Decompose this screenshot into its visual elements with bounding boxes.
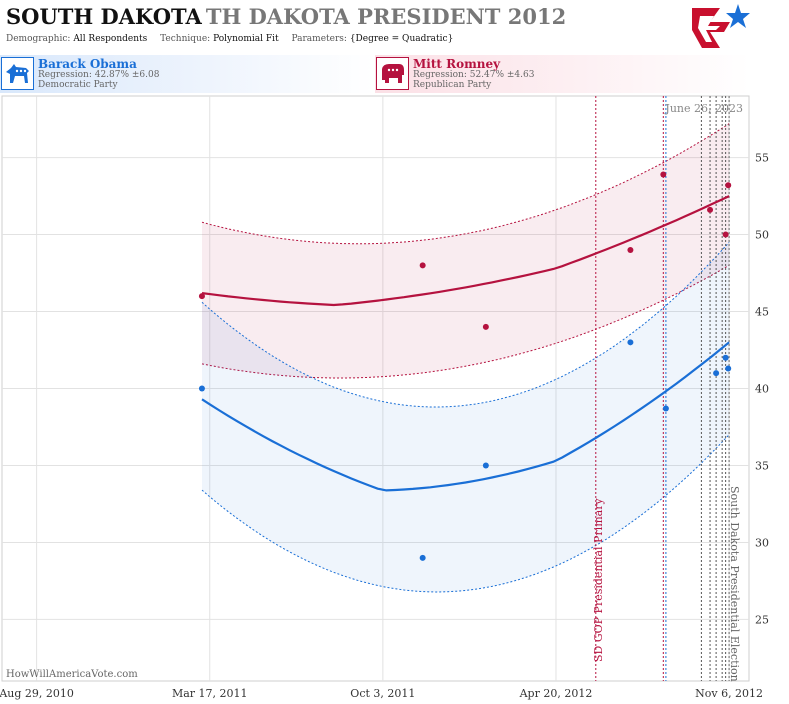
x-tick-label: Apr 20, 2012 [519,687,593,700]
y-tick-label: 35 [755,459,769,472]
rep-regression: Regression: 52.47% ±4.63 [413,70,535,80]
grid-lines [2,96,749,681]
elephant-icon [376,57,409,90]
dem-candidate-name: Barack Obama [38,57,137,71]
parameters-label: Parameters: [291,34,347,44]
y-tick-label: 40 [755,383,769,396]
rep-confidence-band [202,123,730,378]
rep-poll-point [627,246,634,253]
event-label: South Dakota Presidential Election [728,486,741,682]
dem-band-upper-line [201,241,730,408]
site-logo[interactable] [690,2,750,50]
y-tick-label: 25 [755,613,769,626]
x-tick-label: Nov 6, 2012 [695,687,763,700]
title-state: SOUTH DAKOTA [6,4,202,29]
event-label: SD GOP Presidential Primary [592,498,605,662]
chart-parameters: Demographic: All Respondents Technique: … [6,34,453,44]
rep-trend-line [201,195,730,307]
dem-poll-points [198,339,732,561]
title-race: TH DAKOTA PRESIDENT 2012 [205,4,567,29]
logo-white-stripe [698,16,720,42]
rep-poll-point [419,262,426,269]
dem-poll-point [725,365,732,372]
x-tick-label: Aug 29, 2010 [0,687,74,700]
rep-band-lower-line [201,264,730,379]
candidate-rep: Mitt Romney Regression: 52.47% ±4.63 Rep… [375,55,750,93]
dem-poll-point [722,354,729,361]
logo-star [726,4,750,28]
dem-poll-point [419,554,426,561]
dem-party: Democratic Party [38,80,118,90]
candidate-dem: Barack Obama Regression: 42.87% ±6.08 De… [0,55,375,93]
dem-poll-point [662,405,669,412]
dem-poll-point [713,370,720,377]
rep-band-upper-line [201,123,730,245]
technique-label: Technique: [160,34,211,44]
demographic-value: All Respondents [73,34,148,44]
y-tick-label: 55 [755,152,769,165]
x-tick-label: Mar 17, 2011 [172,687,248,700]
donkey-icon [1,57,34,90]
rep-poll-point [722,231,729,238]
rep-poll-point [660,171,667,178]
dem-confidence-band [202,242,730,593]
y-axis: 25 30 35 40 45 50 55 [755,152,769,627]
rep-poll-point [482,323,489,330]
chart-title: SOUTH DAKOTA TH DAKOTA PRESIDENT 2012 [6,4,566,29]
y-tick-label: 30 [755,536,769,549]
watermark: HowWillAmericaVote.com [6,669,138,680]
rep-party: Republican Party [413,80,492,90]
x-tick-label: Oct 3, 2011 [350,687,415,700]
y-tick-label: 50 [755,229,769,242]
dem-poll-point [482,462,489,469]
rep-poll-point [707,206,714,213]
parameters-value: {Degree = Quadratic} [349,34,454,44]
dem-poll-point [627,339,634,346]
rep-poll-points [198,171,732,330]
rep-poll-point [725,182,732,189]
dem-regression: Regression: 42.87% ±6.08 [38,70,160,80]
demographic-label: Demographic: [6,34,71,44]
poll-date-lines [595,96,730,681]
dem-poll-point [198,385,205,392]
y-tick-label: 45 [755,306,769,319]
date-note: June 26, 2023 [664,102,743,115]
technique-value: Polynomial Fit [213,34,279,44]
x-axis: Aug 29, 2010 Mar 17, 2011 Oct 3, 2011 Apr 2… [0,687,763,700]
dem-trend-line [201,341,730,492]
rep-candidate-name: Mitt Romney [413,57,501,71]
rep-poll-point [198,293,205,300]
